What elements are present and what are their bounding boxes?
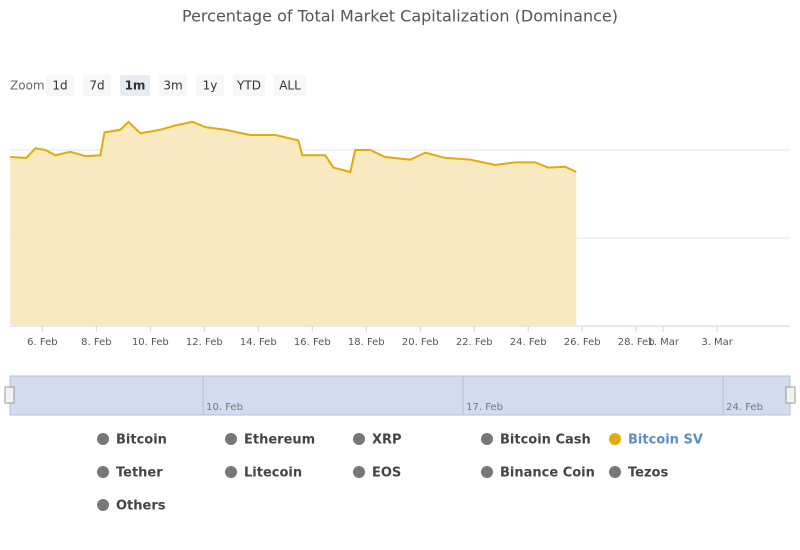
x-tick-label: 24. Feb [510, 337, 547, 348]
zoom-button[interactable] [159, 75, 187, 96]
x-tick-label: 18. Feb [348, 337, 385, 348]
legend-symbol[interactable] [353, 466, 365, 478]
legend-label[interactable]: Ethereum [244, 433, 315, 448]
x-tick-label: 16. Feb [294, 337, 331, 348]
zoom-button-label[interactable]: 1m [125, 79, 146, 93]
legend-label[interactable]: Litecoin [244, 466, 302, 481]
x-tick-label: 20. Feb [402, 337, 439, 348]
legend-symbol[interactable] [97, 433, 109, 445]
navigator-tick-label: 17. Feb [466, 402, 503, 413]
legend-symbol[interactable] [609, 433, 621, 445]
legend-symbol[interactable] [225, 433, 237, 445]
zoom-label: Zoom [10, 79, 45, 93]
legend-symbol[interactable] [481, 466, 493, 478]
zoom-button-label[interactable]: YTD [236, 79, 261, 93]
zoom-button[interactable] [83, 75, 111, 96]
x-tick-label: 3. Mar [701, 337, 733, 348]
x-tick-label: 14. Feb [240, 337, 277, 348]
x-tick-label: 12. Feb [186, 337, 223, 348]
x-tick-label: 8. Feb [81, 337, 111, 348]
legend-label[interactable]: XRP [372, 433, 402, 448]
zoom-button-label[interactable]: ALL [279, 79, 301, 93]
zoom-button-label[interactable]: 3m [163, 79, 182, 93]
zoom-button[interactable] [274, 75, 306, 96]
zoom-button[interactable] [46, 75, 74, 96]
legend-symbol[interactable] [481, 433, 493, 445]
x-tick-label: 6. Feb [27, 337, 57, 348]
navigator-tick-label: 24. Feb [726, 402, 763, 413]
legend-label[interactable]: Bitcoin SV [628, 433, 703, 448]
zoom-button[interactable] [120, 75, 150, 96]
legend-symbol[interactable] [97, 466, 109, 478]
legend-label[interactable]: Tether [116, 466, 163, 481]
legend-label[interactable]: EOS [372, 466, 401, 481]
legend-symbol[interactable] [225, 466, 237, 478]
navigator-handle[interactable] [4, 386, 15, 404]
x-tick-label: 10. Feb [132, 337, 169, 348]
navigator-handle[interactable] [785, 386, 796, 404]
navigator-tick-label: 10. Feb [206, 402, 243, 413]
x-tick-label: 26. Feb [564, 337, 601, 348]
legend-symbol[interactable] [353, 433, 365, 445]
zoom-button-label[interactable]: 1y [203, 79, 218, 93]
legend-label[interactable]: Bitcoin Cash [500, 433, 591, 448]
line [10, 120, 577, 174]
x-tick-label: 28. Feb [618, 337, 655, 348]
legend-label[interactable]: Tezos [628, 466, 668, 481]
zoom-button-label[interactable]: 1d [52, 79, 67, 93]
legend-label[interactable]: Others [116, 499, 166, 514]
zoom-button[interactable] [233, 75, 265, 96]
legend-symbol[interactable] [609, 466, 621, 478]
area [10, 121, 577, 326]
zoom-button-label[interactable]: 7d [89, 79, 104, 93]
zoom-button[interactable] [196, 75, 224, 96]
legend-symbol[interactable] [97, 499, 109, 511]
x-tick-label: 1. Mar [647, 337, 679, 348]
legend-label[interactable]: Binance Coin [500, 466, 595, 481]
navigator-mask[interactable] [9, 375, 791, 416]
chart-title: Percentage of Total Market Capitalizatio… [182, 7, 618, 26]
x-tick-label: 22. Feb [456, 337, 493, 348]
legend-label[interactable]: Bitcoin [116, 433, 167, 448]
